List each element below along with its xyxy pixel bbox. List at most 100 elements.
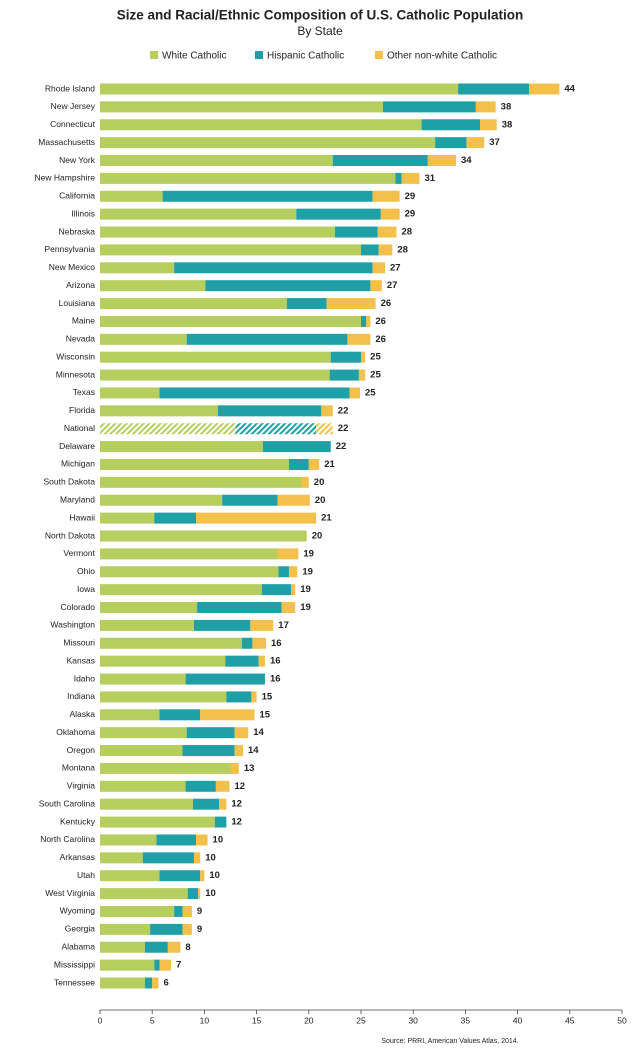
total-label: 15 (260, 709, 271, 720)
bar-segment (167, 941, 181, 953)
bar-segment (100, 530, 307, 542)
bar-segment (100, 172, 396, 184)
bar-segment (288, 458, 309, 470)
bar-segment (100, 83, 459, 95)
category-label: Michigan (61, 459, 95, 469)
bar-segment (159, 959, 171, 971)
bar-segment (100, 780, 186, 792)
bar-segment (217, 405, 322, 417)
total-label: 19 (300, 602, 311, 613)
chart-title: Size and Racial/Ethnic Composition of U.… (117, 8, 524, 23)
bar-segment (142, 852, 194, 864)
category-label: Wisconsin (56, 351, 95, 361)
bar-segment (296, 208, 381, 220)
total-label: 16 (271, 638, 282, 649)
bar-segment (316, 423, 333, 435)
bar-segment (475, 101, 496, 113)
category-label: Washington (50, 620, 95, 630)
total-label: 31 (424, 173, 435, 184)
total-label: 19 (300, 584, 311, 595)
bar-segment (198, 888, 201, 900)
total-label: 26 (375, 316, 386, 327)
bar-segment (205, 280, 371, 292)
category-label: Massachusetts (38, 137, 95, 147)
bar-segment (278, 566, 289, 578)
total-label: 25 (370, 352, 381, 363)
bar-segment (100, 458, 289, 470)
bar-segment (395, 172, 402, 184)
total-label: 38 (502, 119, 513, 130)
bar-segment (100, 691, 227, 703)
total-label: 12 (231, 799, 242, 810)
category-label: Wyoming (60, 906, 96, 916)
total-label: 10 (209, 870, 220, 881)
bar-segment (100, 584, 262, 596)
bar-segment (196, 512, 317, 524)
bar-segment (100, 315, 361, 327)
bar-segment (144, 977, 153, 989)
category-label: Indiana (67, 691, 95, 701)
category-label: Maine (72, 316, 95, 326)
total-label: 25 (365, 387, 376, 398)
bar-segment (222, 494, 278, 506)
bar-segment (286, 298, 327, 310)
bar-segment (326, 298, 376, 310)
bar-segment (100, 208, 297, 220)
bar-segment (100, 226, 335, 238)
bar-segment (226, 691, 252, 703)
category-label: Kentucky (60, 816, 96, 826)
bar-segment (366, 315, 371, 327)
total-label: 22 (336, 441, 347, 452)
bar-segment (100, 870, 160, 882)
bar-segment (529, 83, 560, 95)
bar-segment (301, 476, 309, 488)
bar-segment (100, 280, 206, 292)
bar-segment (261, 584, 292, 596)
category-label: Texas (73, 387, 95, 397)
category-label: Missouri (63, 638, 95, 648)
total-label: 9 (197, 906, 202, 917)
category-label: Delaware (59, 441, 95, 451)
bar-segment (100, 923, 151, 935)
bar-segment (159, 870, 201, 882)
bar-segment (219, 798, 227, 810)
category-label: Nevada (66, 334, 96, 344)
category-label: Kansas (67, 655, 95, 665)
bar-segment (100, 852, 143, 864)
bar-segment (329, 369, 359, 381)
bar-segment (277, 494, 310, 506)
category-label: Ohio (77, 566, 95, 576)
total-label: 44 (564, 84, 575, 95)
x-tick-label: 30 (408, 1015, 418, 1025)
category-label: Colorado (61, 602, 96, 612)
bar-segment (152, 977, 159, 989)
bar-segment (100, 262, 175, 274)
bar-segment (100, 798, 193, 810)
bar-segment (234, 745, 244, 757)
total-label: 20 (312, 531, 323, 542)
x-tick-label: 35 (461, 1015, 471, 1025)
source-note: Source: PRRI, American Values Atlas, 201… (381, 1038, 518, 1045)
category-label: National (64, 423, 95, 433)
bar-segment (262, 441, 331, 453)
bar-segment (182, 923, 192, 935)
category-label: Vermont (63, 548, 95, 558)
bar-segment (100, 619, 194, 631)
bar-segment (382, 101, 476, 113)
bar-segment (215, 780, 230, 792)
total-label: 14 (253, 727, 264, 738)
category-label: Rhode Island (45, 83, 95, 93)
total-label: 8 (185, 942, 190, 953)
category-label: North Carolina (40, 834, 95, 844)
bar-segment (100, 423, 236, 435)
x-tick-label: 40 (513, 1015, 523, 1025)
bar-segment (349, 387, 360, 399)
total-label: 13 (244, 763, 255, 774)
category-label: Alabama (61, 941, 95, 951)
bar-segment (156, 834, 197, 846)
category-label: Hawaii (69, 512, 95, 522)
bar-segment (100, 959, 155, 971)
total-label: 16 (270, 674, 281, 685)
category-label: Arkansas (60, 852, 95, 862)
x-tick-label: 10 (200, 1015, 210, 1025)
